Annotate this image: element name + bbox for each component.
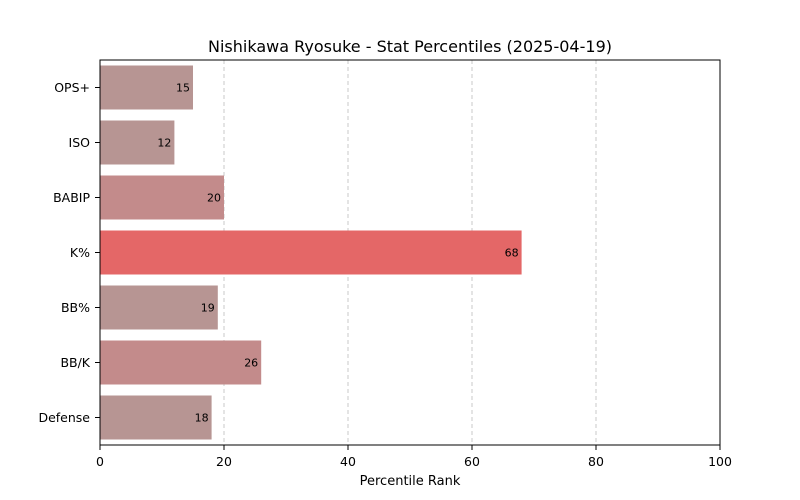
x-axis-label: Percentile Rank <box>360 474 461 489</box>
bar <box>100 340 262 385</box>
bar-data-label: 19 <box>201 302 215 315</box>
bar <box>100 65 193 110</box>
bar <box>100 175 224 220</box>
bars-layer: 15 12 20 68 19 26 18 <box>100 65 522 440</box>
y-tick-label: BABIP <box>53 190 90 205</box>
y-tick-label: BB% <box>61 300 90 315</box>
bar-data-label: 18 <box>195 412 209 425</box>
bar-data-label: 12 <box>157 137 171 150</box>
x-tick-label: 40 <box>340 454 356 469</box>
x-tick-label: 100 <box>708 454 732 469</box>
bar <box>100 285 218 330</box>
x-tick-label: 80 <box>588 454 604 469</box>
bar <box>100 230 522 275</box>
y-tick-label: ISO <box>69 135 91 150</box>
bar <box>100 395 212 440</box>
y-tick-label: OPS+ <box>54 80 90 95</box>
y-tick-label: K% <box>70 245 90 260</box>
x-tick-label: 0 <box>96 454 104 469</box>
y-tick-label: BB/K <box>60 355 90 370</box>
bar-data-label: 20 <box>207 192 221 205</box>
y-axis: OPS+ ISO BABIP K% BB% BB/K Defense <box>38 80 100 425</box>
x-tick-label: 60 <box>464 454 480 469</box>
chart-title: Nishikawa Ryosuke - Stat Percentiles (20… <box>208 37 612 56</box>
bar-data-label: 68 <box>505 247 519 260</box>
y-tick-label: Defense <box>38 410 90 425</box>
bar-data-label: 15 <box>176 82 190 95</box>
x-tick-label: 20 <box>216 454 232 469</box>
x-axis: 0 20 40 60 80 100 <box>96 445 732 469</box>
bar-data-label: 26 <box>244 357 258 370</box>
bar <box>100 120 175 165</box>
